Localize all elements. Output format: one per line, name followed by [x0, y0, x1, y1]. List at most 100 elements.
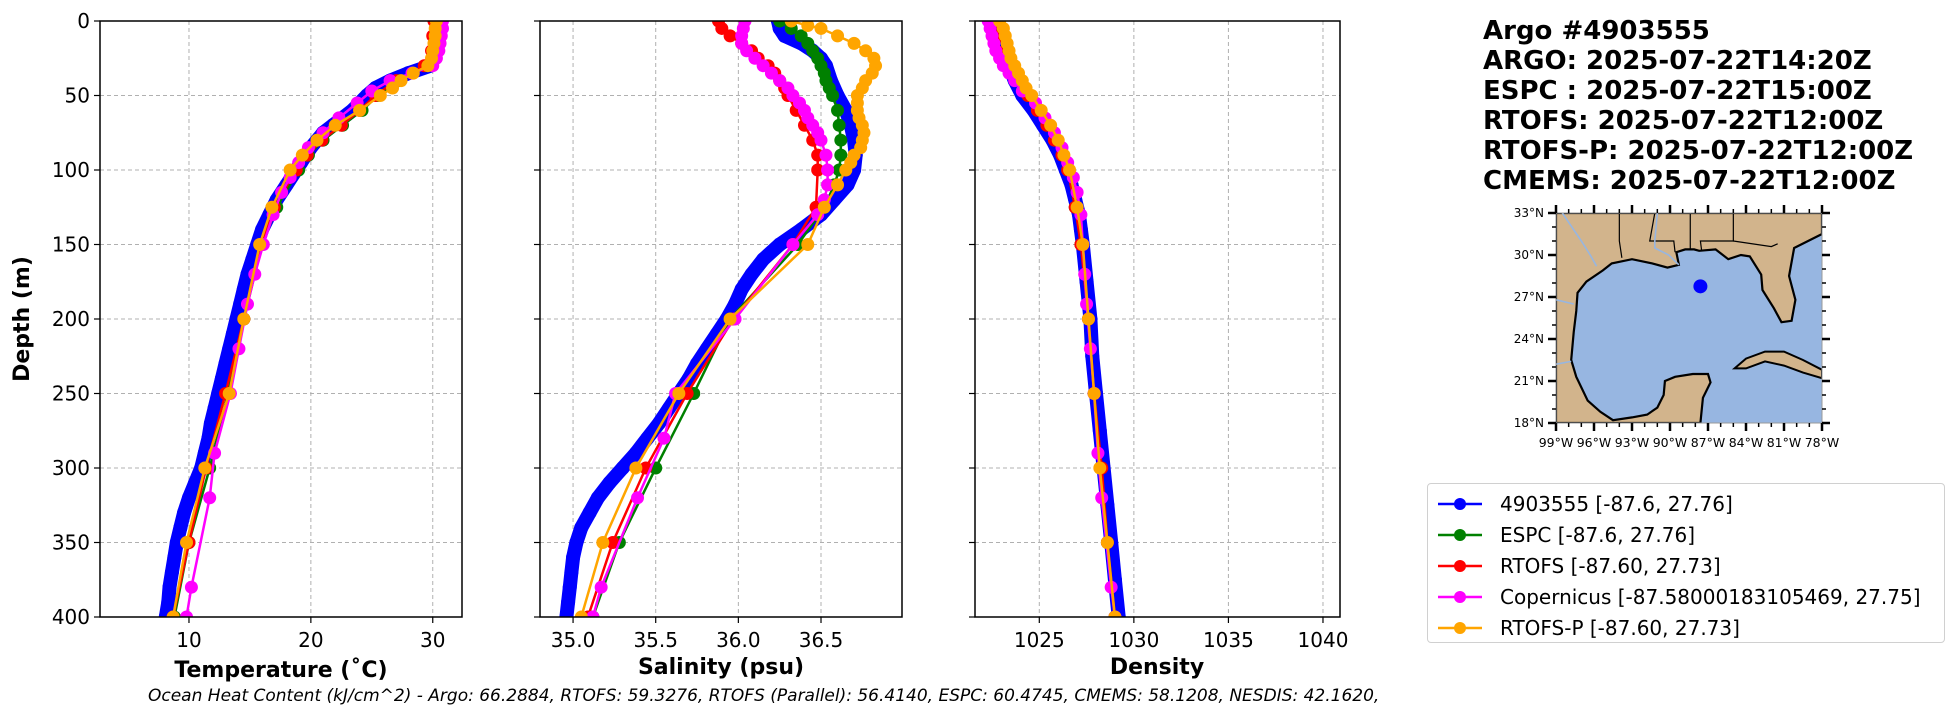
map-x-tick-label: 90°W	[1653, 435, 1688, 450]
map-x-tick-label: 87°W	[1691, 435, 1726, 450]
x-tick-label: 36.5	[799, 628, 844, 652]
series-rtofs-p	[993, 21, 1122, 617]
data-point	[784, 21, 798, 28]
data-point	[180, 536, 194, 549]
data-point	[566, 550, 581, 565]
data-point	[214, 371, 229, 386]
map-y-tick-label: 27°N	[1514, 290, 1544, 304]
rtofs-time: RTOFS: 2025-07-22T12:00Z	[1483, 106, 1884, 136]
data-point	[594, 580, 608, 594]
data-point	[847, 36, 861, 50]
map-x-tick-label: 81°W	[1767, 435, 1802, 450]
legend-label: 4903555 [-87.6, 27.76]	[1500, 492, 1733, 516]
data-point	[569, 535, 584, 550]
series-rtofs-p	[166, 21, 443, 617]
location-map: 99°W 96°W 93°W 90°W 87°W 84°W 81°W 78°W 18°N 21°N…	[1514, 205, 1839, 450]
data-point	[615, 461, 630, 475]
data-point	[657, 431, 671, 445]
data-point	[756, 252, 771, 267]
x-tick-label: 1025	[1014, 628, 1065, 652]
state-border	[1699, 213, 1734, 251]
data-point	[831, 178, 845, 192]
river	[1654, 213, 1680, 266]
data-point	[1034, 103, 1048, 117]
data-point	[821, 178, 835, 192]
data-point	[1063, 163, 1077, 177]
legend-label: RTOFS-P [-87.60, 27.73]	[1500, 616, 1740, 640]
data-point	[180, 610, 194, 617]
x-tick-label: 1030	[1108, 628, 1159, 652]
data-point	[840, 177, 855, 192]
data-point	[161, 595, 176, 610]
data-point	[764, 66, 778, 80]
data-point	[606, 536, 620, 549]
data-point	[1108, 610, 1122, 617]
map-y-tick-label: 18°N	[1514, 416, 1544, 430]
data-point	[773, 21, 787, 28]
map-frame	[1555, 212, 1823, 424]
y-axis-label: Depth (m)	[10, 256, 35, 382]
data-point	[586, 610, 600, 617]
series-copernicus	[586, 21, 835, 617]
map-y-tick-label: 33°N	[1514, 206, 1544, 220]
data-point	[177, 505, 192, 520]
river	[1561, 213, 1598, 267]
data-point	[265, 200, 279, 214]
y-tick-label: 350	[52, 531, 90, 555]
data-point	[1087, 387, 1101, 400]
data-point	[222, 341, 237, 356]
data-point	[734, 282, 749, 297]
data-point	[164, 565, 179, 580]
data-point	[203, 416, 218, 431]
data-point	[188, 475, 203, 490]
data-point	[184, 580, 198, 594]
axes-frame	[99, 20, 463, 618]
legend-marker-espc	[1438, 529, 1482, 541]
data-point	[831, 103, 845, 117]
river	[1556, 299, 1574, 305]
data-point	[236, 282, 251, 297]
data-point	[564, 565, 579, 580]
data-point	[629, 461, 643, 475]
data-point	[253, 238, 267, 251]
data-point	[574, 610, 588, 617]
data-point	[1057, 148, 1071, 162]
data-point	[386, 81, 400, 95]
y-tick-label: 250	[52, 382, 90, 406]
espc-time: ESPC : 2025-07-22T15:00Z	[1483, 76, 1872, 106]
data-point	[672, 387, 686, 400]
data-point	[786, 238, 800, 251]
data-point	[328, 118, 342, 132]
legend-item-copernicus: Copernicus [-87.58000183105469, 27.75]	[1438, 583, 1921, 611]
info-block: Argo #4903555 ARGO: 2025-07-22T14:20Z ES…	[1483, 16, 1913, 196]
data-point	[628, 446, 643, 461]
data-point	[283, 163, 297, 177]
data-point	[834, 133, 848, 147]
data-point	[173, 520, 188, 535]
x-tick-label: 20	[298, 628, 323, 652]
data-point	[728, 297, 743, 312]
data-point	[859, 44, 873, 58]
legend-item-rtofs: RTOFS [-87.60, 27.73]	[1438, 552, 1721, 580]
cmems-time: CMEMS: 2025-07-22T12:00Z	[1483, 166, 1896, 196]
legend-item-espc: ESPC [-87.6, 27.76]	[1438, 521, 1695, 549]
density-panel: 1025 1030 1035 1040	[969, 20, 1348, 652]
data-point	[222, 387, 236, 400]
data-point	[821, 163, 835, 177]
legend-label: Copernicus [-87.58000183105469, 27.75]	[1500, 585, 1921, 609]
salinity-panel: 35.0 35.5 36.0 36.5	[534, 20, 903, 652]
data-point	[574, 520, 589, 535]
y-tick-label: 150	[52, 233, 90, 257]
data-point	[801, 238, 815, 251]
argo-title: Argo #4903555	[1483, 16, 1710, 46]
data-point	[814, 21, 828, 35]
data-point	[582, 505, 597, 520]
y-tick-label: 0	[77, 9, 90, 33]
data-point	[699, 341, 714, 356]
data-point	[817, 200, 831, 214]
state-border	[1649, 213, 1676, 253]
argo-time: ARGO: 2025-07-22T14:20Z	[1483, 46, 1872, 76]
legend-item-argo: 4903555 [-87.6, 27.76]	[1438, 490, 1733, 518]
data-point	[602, 475, 617, 490]
